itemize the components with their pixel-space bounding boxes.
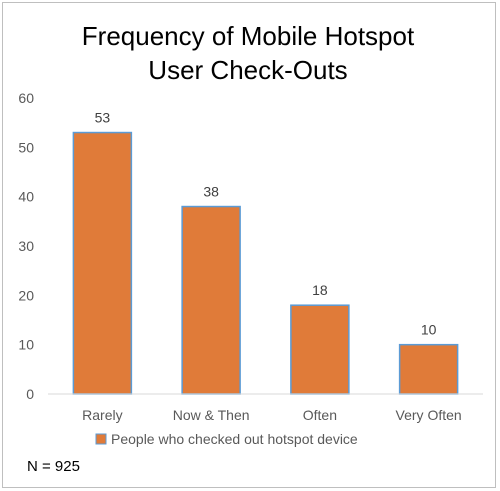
- x-axis: Rarely Now & Then Often Very Often: [82, 407, 462, 423]
- chart-title-line-2: User Check-Outs: [148, 55, 347, 85]
- bar: [398, 343, 459, 395]
- chart-frame: Frequency of Mobile Hotspot User Check-O…: [2, 2, 496, 488]
- chart-title: Frequency of Mobile Hotspot User Check-O…: [82, 21, 415, 85]
- bar-series: [72, 131, 459, 395]
- chart-title-line-1: Frequency of Mobile Hotspot: [82, 21, 415, 51]
- data-label: 18: [312, 282, 328, 298]
- category-label: Now & Then: [173, 407, 250, 423]
- category-label: Often: [303, 407, 337, 423]
- data-label: 38: [203, 184, 219, 200]
- y-tick-label: 60: [18, 90, 34, 106]
- sample-size-note: N = 925: [27, 458, 80, 475]
- category-label: Very Often: [396, 407, 462, 423]
- bar-chart: Frequency of Mobile Hotspot User Check-O…: [18, 21, 483, 475]
- bar: [290, 304, 350, 395]
- bar: [181, 205, 241, 395]
- y-tick-label: 20: [18, 287, 34, 303]
- legend-swatch: [95, 433, 107, 445]
- legend-label: People who checked out hotspot device: [111, 431, 358, 447]
- legend: People who checked out hotspot device: [95, 431, 358, 447]
- y-tick-label: 0: [26, 386, 34, 402]
- y-axis: 0 10 20 30 40 50 60: [18, 90, 34, 402]
- y-tick-label: 10: [18, 337, 34, 353]
- data-label: 53: [95, 110, 111, 126]
- bar: [72, 131, 133, 395]
- category-label: Rarely: [82, 407, 122, 423]
- y-tick-label: 30: [18, 238, 34, 254]
- y-tick-label: 50: [18, 139, 34, 155]
- data-labels: 53 38 18 10: [95, 110, 437, 338]
- y-tick-label: 40: [18, 189, 34, 205]
- data-label: 10: [421, 322, 437, 338]
